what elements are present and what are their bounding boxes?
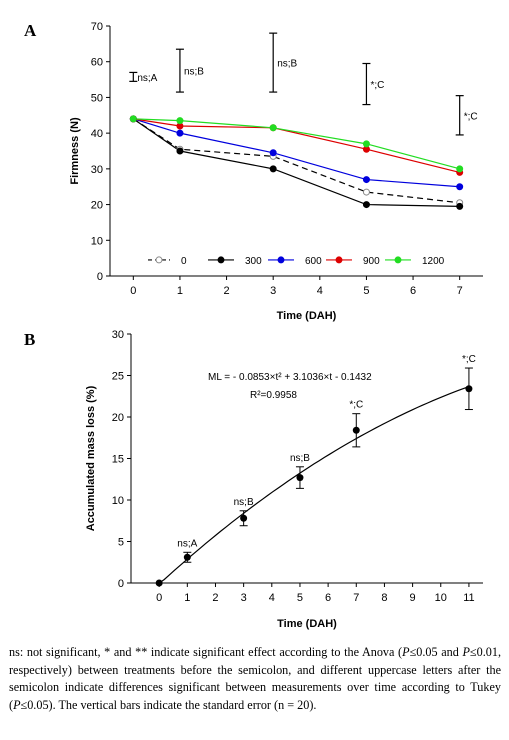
x-axis-title: Time (DAH) [277,618,337,630]
y-tick-label: 30 [91,164,103,176]
data-point [296,474,304,482]
legend-marker [277,256,285,264]
data-point [240,514,248,522]
data-point [269,165,277,173]
data-point [362,188,370,196]
data-point [362,176,370,184]
significance-label: ns;A [137,73,157,84]
panel-label-a: A [24,21,37,40]
significance-label: *;C [462,354,476,365]
y-tick-label: 60 [91,57,103,69]
caption-p-symbol: P [13,697,21,712]
x-tick-label: 1 [184,592,190,604]
x-tick-label: 2 [224,285,230,297]
legend-marker [335,256,343,264]
legend-marker [217,256,225,264]
series-line [132,118,460,204]
legend-label: 600 [305,256,322,267]
legend-marker [394,256,402,264]
x-tick-label: 11 [463,592,474,604]
data-point [269,124,277,132]
x-tick-label: 6 [410,285,416,297]
caption-line3: uppercase letters after the semicolon in… [9,662,501,695]
x-tick-label: 3 [241,592,247,604]
legend-marker [155,256,163,264]
caption-line2a: and [441,645,463,659]
data-point [269,149,277,157]
x-axis-title: Time (DAH) [277,310,337,322]
data-point [456,202,464,210]
y-tick-label: 10 [112,495,124,507]
y-tick-label: 15 [112,454,124,466]
y-tick-label: 20 [112,412,124,424]
significance-label: ns;B [277,59,297,70]
caption-line1a: ns: not significant, * and ** indicate s… [9,645,403,659]
y-tick-label: 0 [97,271,103,283]
data-point [465,385,473,393]
data-point [456,183,464,191]
data-point [352,426,360,434]
data-point [362,140,370,148]
y-axis-title: Accumulated mass loss (%) [85,385,97,531]
y-axis-title: Firmness (N) [69,117,81,185]
y-tick-label: 70 [91,21,103,33]
panel-label-b: B [24,330,36,349]
caption-p-symbol: P [462,645,470,659]
significance-label: ns;B [290,453,310,464]
x-tick-label: 7 [353,592,359,604]
caption-line4b: ≤0.05). The vertical bars indicate the [20,697,200,712]
x-tick-label: 9 [410,592,416,604]
x-tick-label: 10 [435,592,447,604]
x-tick-label: 3 [270,285,276,297]
fit-equation: ML = - 0.0853×t² + 3.1036×t - 0.1432 [208,372,372,383]
y-tick-label: 5 [118,537,124,549]
x-tick-label: 4 [317,285,323,297]
x-tick-label: 1 [177,285,183,297]
data-point [456,165,464,173]
significance-label: *;C [464,111,478,122]
data-point [362,201,370,209]
significance-label: ns;B [184,67,204,78]
y-tick-label: 40 [91,128,103,140]
data-point [183,553,191,561]
figure-caption: ns: not significant, * and ** indicate s… [9,644,501,714]
x-tick-label: 0 [156,592,162,604]
x-tick-label: 2 [212,592,218,604]
x-tick-label: 0 [130,285,136,297]
x-tick-label: 7 [457,285,463,297]
significance-label: *;C [370,80,384,91]
significance-label: ns;B [234,497,254,508]
y-tick-label: 10 [91,235,103,247]
data-point [129,115,137,123]
x-tick-label: 6 [325,592,331,604]
x-tick-label: 5 [363,285,369,297]
r-squared: R²=0.9958 [250,390,297,401]
x-tick-label: 8 [381,592,387,604]
significance-label: *;C [349,400,363,411]
caption-line4a: measurements over time according to Tuke… [9,680,501,712]
y-tick-label: 25 [112,371,124,383]
data-point [176,117,184,125]
y-tick-label: 30 [112,329,124,341]
significance-label: ns;A [177,538,197,549]
x-tick-label: 5 [297,592,303,604]
legend-label: 900 [363,256,380,267]
caption-line2b: ≤0.01, respectively) between treatments … [9,645,501,677]
legend-label: 300 [245,256,262,267]
y-tick-label: 50 [91,92,103,104]
data-point [176,147,184,155]
fit-curve [158,385,470,584]
caption-line5: standard error (n = 20). [202,697,317,712]
legend-label: 1200 [422,256,445,267]
y-tick-label: 20 [91,200,103,212]
firmness-chart: 0 10 20 30 40 50 60 70 0 1 2 3 4 5 6 7 Time (DAH) Firmnes… [69,21,483,322]
data-point [176,129,184,137]
caption-line1b: ≤0.05 [409,645,438,659]
caption-p-symbol: P [402,645,410,659]
y-tick-label: 0 [118,578,124,590]
data-point [155,579,163,587]
legend-label: 0 [181,256,187,267]
x-tick-label: 4 [269,592,275,604]
